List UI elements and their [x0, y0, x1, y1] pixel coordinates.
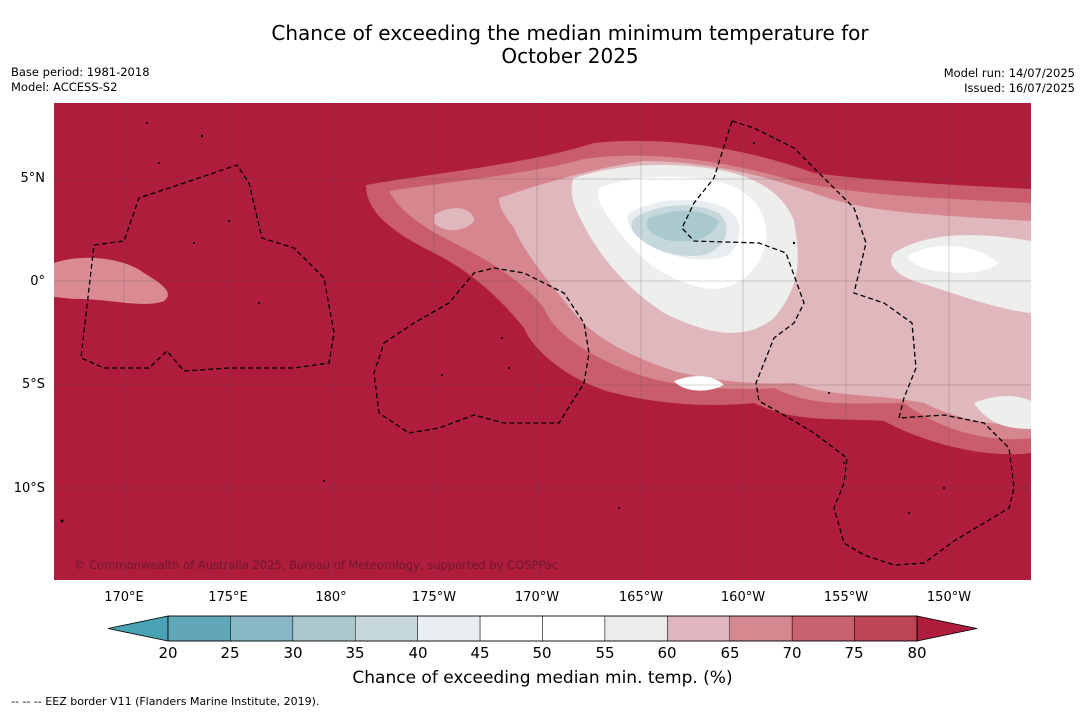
lat-label-5n: 5°N — [20, 171, 46, 186]
eez-borders — [80, 120, 1015, 566]
lat-label-5s: 5°S — [21, 377, 45, 392]
meta-right: Model run: 14/07/2025 Issued: 16/07/2025 — [944, 66, 1075, 96]
title-line-1: Chance of exceeding the median minimum t… — [271, 21, 869, 45]
chart-title: Chance of exceeding the median minimum t… — [200, 22, 940, 68]
cb-tick-60: 60 — [657, 644, 677, 662]
contour-55-south — [974, 396, 1031, 429]
colorbar-low-arrow — [108, 615, 169, 642]
lon-label-175w: 175°W — [411, 590, 457, 605]
map-panel[interactable]: © Commonwealth of Australia 2025, Bureau… — [54, 103, 1031, 580]
contour-50-east — [908, 245, 999, 273]
colorbar-segment — [292, 615, 356, 642]
title-line-2: October 2025 — [501, 44, 639, 68]
colorbar — [108, 615, 978, 642]
colorbar-segment — [791, 615, 855, 642]
lat-label-0: 0° — [30, 274, 45, 289]
lon-label-150w: 150°W — [926, 590, 972, 605]
cb-tick-50: 50 — [532, 644, 552, 662]
cb-tick-20: 20 — [158, 644, 178, 662]
cb-tick-80: 80 — [907, 644, 927, 662]
colorbar-segment — [167, 615, 231, 642]
colorbar-frame — [167, 615, 918, 642]
cb-tick-70: 70 — [782, 644, 802, 662]
colorbar-segment — [729, 615, 793, 642]
lon-label-175e: 175°E — [208, 590, 248, 605]
base-period: Base period: 1981-2018 — [11, 65, 150, 79]
eez-border-tuvalu — [80, 164, 335, 372]
colorbar-segment — [230, 615, 294, 642]
cb-tick-75: 75 — [844, 644, 864, 662]
model-run: Model run: 14/07/2025 — [943, 66, 1075, 80]
lon-label-160w: 160°W — [720, 590, 766, 605]
model-name: Model: ACCESS-S2 — [11, 80, 118, 94]
contour-60-west-patch — [434, 208, 474, 231]
cb-tick-55: 55 — [595, 644, 615, 662]
lon-label-180: 180° — [315, 590, 347, 605]
copyright-text: © Commonwealth of Australia 2025, Bureau… — [74, 558, 558, 572]
eez-border-tokelau-samoa — [373, 267, 590, 434]
colorbar-segment — [667, 615, 730, 642]
cb-tick-65: 65 — [720, 644, 740, 662]
cb-tick-45: 45 — [470, 644, 490, 662]
lon-label-170e: 170°E — [104, 590, 144, 605]
eez-legend: -- -- -- EEZ border V11 (Flanders Marine… — [11, 695, 320, 708]
colorbar-segment — [355, 615, 418, 642]
contour-50-south — [674, 376, 724, 391]
issued-date: Issued: 16/07/2025 — [964, 81, 1075, 95]
colorbar-segment — [479, 615, 543, 642]
gridlines — [54, 103, 1031, 580]
islands — [60, 122, 945, 523]
lat-label-10s: 10°S — [13, 481, 45, 496]
lon-label-165w: 165°W — [618, 590, 664, 605]
cb-tick-30: 30 — [283, 644, 303, 662]
colorbar-segments — [167, 615, 918, 642]
map-svg: © Commonwealth of Australia 2025, Bureau… — [54, 103, 1031, 580]
colorbar-segment — [854, 615, 918, 642]
lon-label-155w: 155°W — [823, 590, 869, 605]
colorbar-label: Chance of exceeding median min. temp. (%… — [352, 668, 733, 688]
cb-tick-35: 35 — [345, 644, 365, 662]
lon-label-170w: 170°W — [514, 590, 560, 605]
cb-tick-25: 25 — [220, 644, 240, 662]
colorbar-segment — [604, 615, 668, 642]
colorbar-high-arrow — [916, 615, 978, 642]
colorbar-segment — [542, 615, 606, 642]
meta-left: Base period: 1981-2018 Model: ACCESS-S2 — [11, 65, 150, 95]
eez-border-kiribati-line — [681, 120, 1015, 566]
colorbar-segment — [417, 615, 481, 642]
cb-tick-40: 40 — [408, 644, 428, 662]
